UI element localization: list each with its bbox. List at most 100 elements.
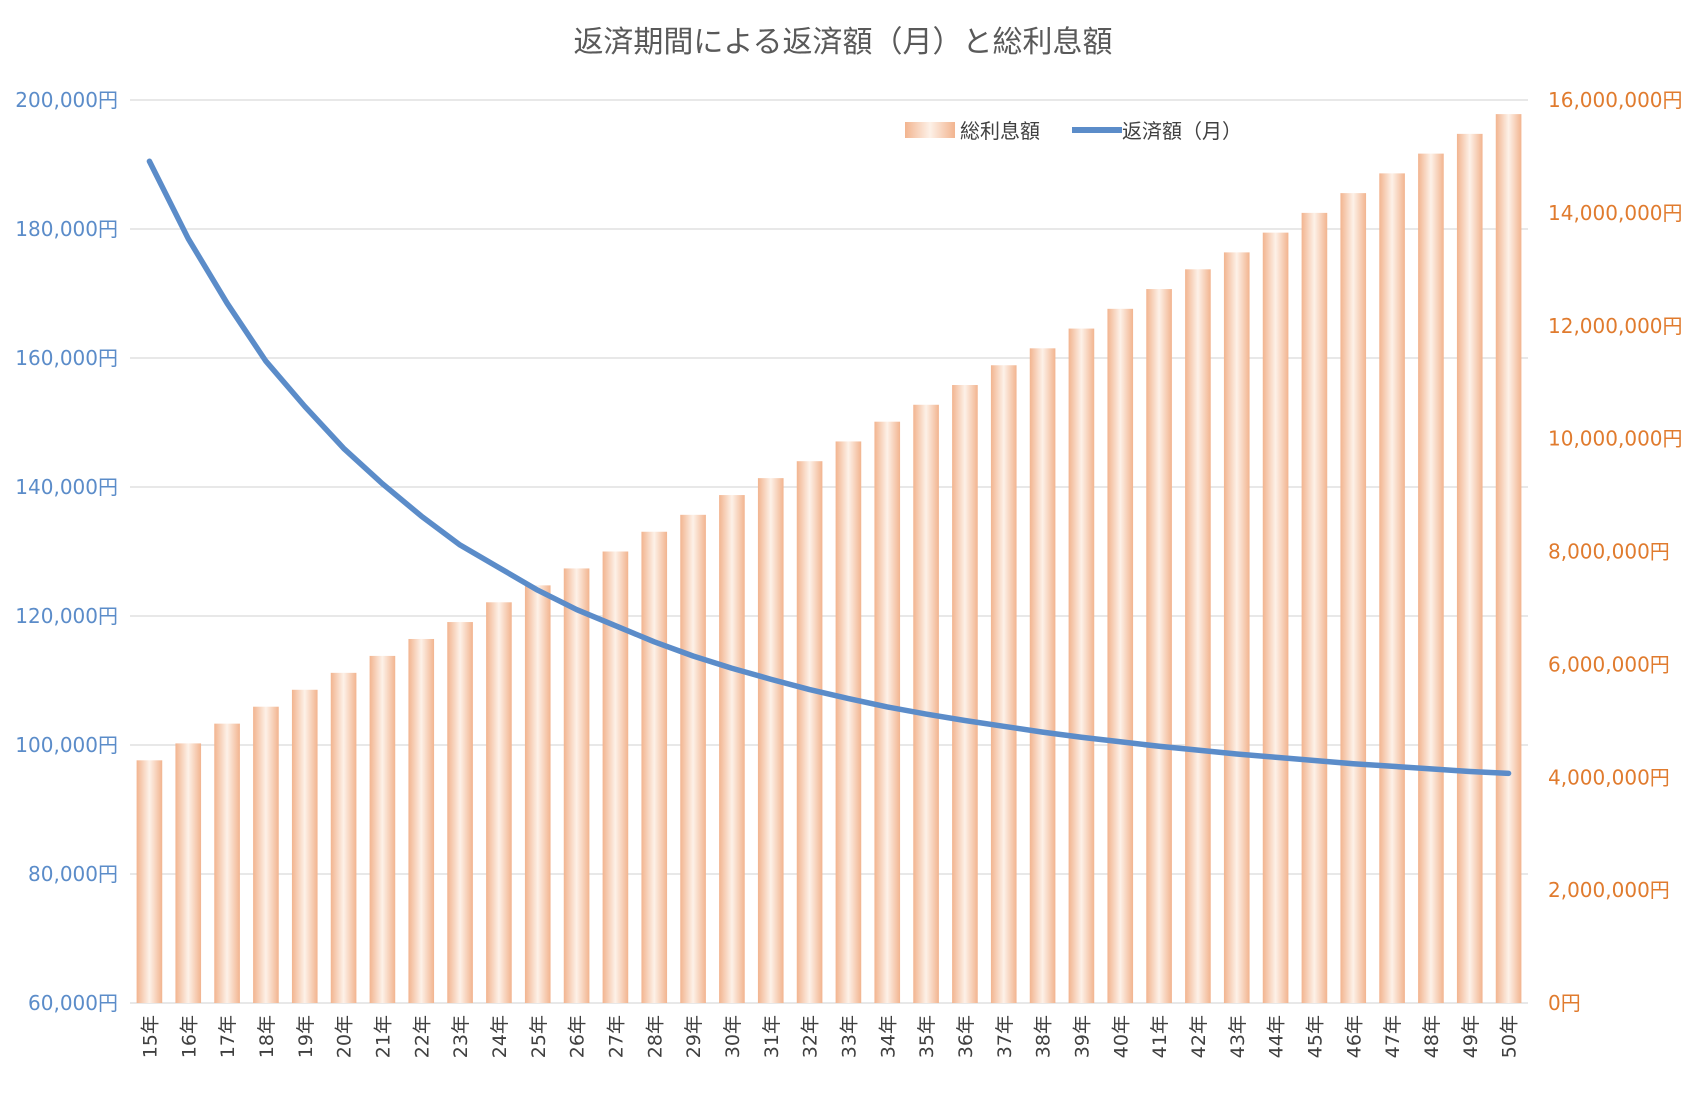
chart-title: 返済期間による返済額（月）と総利息額 [573,25,1112,60]
x-axis-tick-label: 39年 [1071,1015,1093,1058]
bar-total-interest [253,706,279,1003]
bar-total-interest [874,421,901,1004]
x-axis-tick-label: 27年 [605,1015,627,1058]
x-axis-tick-label: 34年 [877,1015,899,1058]
x-axis-tick-label: 25年 [528,1015,550,1058]
left-axis-tick-label: 120,000円 [15,604,118,628]
x-axis-tick-label: 41年 [1149,1015,1171,1058]
bar-total-interest [1223,252,1250,1004]
bar-total-interest [175,743,202,1003]
x-axis-tick-label: 33年 [838,1015,860,1058]
right-axis-tick-label: 4,000,000円 [1548,765,1670,789]
x-axis-tick-label: 21年 [372,1015,394,1058]
bar-total-interest [680,514,706,1003]
bar-total-interest [1495,114,1522,1003]
x-axis-tick-label: 16年 [178,1015,200,1058]
legend-label-monthly-payment: 返済額（月） [1122,119,1242,143]
x-axis-tick-label: 29年 [683,1015,705,1058]
x-axis-tick-label: 48年 [1421,1015,1443,1058]
x-axis-tick-label: 42年 [1188,1015,1210,1058]
line-series-monthly-payment [146,158,1512,777]
bar-total-interest [952,385,978,1003]
x-axis-tick-label: 45年 [1304,1015,1326,1058]
x-axis-tick-label: 15年 [139,1015,161,1058]
right-axis-tick-label: 12,000,000円 [1548,314,1683,338]
bar-total-interest [563,568,590,1003]
left-axis-tick-label: 60,000円 [28,991,118,1015]
bar-total-interest [1185,269,1211,1003]
bar-total-interest [486,602,512,1003]
x-axis-tick-label: 36年 [955,1015,977,1058]
right-axis-tick-label: 2,000,000円 [1548,878,1670,902]
left-axis-tick-label: 80,000円 [28,862,118,886]
bar-total-interest [330,672,357,1003]
x-axis-tick-label: 44年 [1266,1015,1288,1058]
legend-label-total-interest: 総利息額 [960,119,1040,143]
right-y-axis: 0円 2,000,000円 4,000,000円 6,000,000円 8,000,00… [1548,88,1683,1015]
x-axis-tick-label: 31年 [761,1015,783,1058]
x-axis-tick-label: 17年 [217,1015,239,1058]
bar-total-interest [524,585,551,1003]
bar-total-interest [1068,328,1095,1003]
left-axis-tick-label: 160,000円 [15,346,118,370]
bar-total-interest [1146,289,1172,1003]
bar-total-interest [757,478,784,1004]
legend: 総利息額 返済額（月） [905,119,1242,143]
x-axis-tick-label: 20年 [334,1015,356,1058]
x-axis-tick-label: 38年 [1033,1015,1055,1058]
bar-total-interest [1456,133,1483,1004]
x-axis-tick-label: 18年 [256,1015,278,1058]
right-axis-tick-label: 8,000,000円 [1548,540,1670,564]
x-axis-tick-label: 40年 [1110,1015,1132,1058]
x-axis-tick-label: 32年 [800,1015,822,1058]
bar-total-interest [835,441,862,1003]
x-axis-tick-label: 47年 [1382,1015,1404,1058]
x-axis-tick-label: 43年 [1227,1015,1249,1058]
x-axis-tick-label: 46年 [1343,1015,1365,1058]
left-axis-tick-label: 100,000円 [15,733,118,757]
x-axis-tick-label: 30年 [722,1015,744,1058]
bar-total-interest [990,365,1017,1004]
bar-total-interest [214,723,240,1003]
line-monthly-payment [146,158,1512,777]
bar-total-interest [447,622,473,1003]
x-axis-tick-label: 24年 [489,1015,511,1058]
left-axis-tick-label: 140,000円 [15,475,118,499]
bar-total-interest [291,689,318,1003]
x-axis-tick-label: 22年 [411,1015,433,1058]
bar-total-interest [796,461,823,1003]
bar-total-interest [1029,348,1056,1003]
left-axis-tick-label: 180,000円 [15,217,118,241]
x-axis-tick-label: 50年 [1499,1015,1521,1058]
x-axis-tick-label: 19年 [295,1015,317,1058]
bar-total-interest [369,655,396,1003]
x-axis-tick-label: 28年 [644,1015,666,1058]
legend-swatch-bar [905,122,955,138]
bar-total-interest [408,638,435,1003]
right-axis-tick-label: 0円 [1548,991,1581,1015]
x-axis-tick-label: 23年 [450,1015,472,1058]
right-axis-tick-label: 14,000,000円 [1548,201,1683,225]
bar-total-interest [1107,308,1134,1004]
bar-total-interest [719,495,745,1003]
x-axis: 15年 16年 17年 18年 19年 20年 21年 22年 23年 24年 25年 26年 27年 2… [139,1015,1520,1058]
left-y-axis: 60,000円 80,000円 100,000円 120,000円 140,000円 16… [15,88,118,1015]
bar-total-interest [1301,212,1328,1003]
right-axis-tick-label: 6,000,000円 [1548,652,1670,676]
x-axis-tick-label: 49年 [1460,1015,1482,1058]
bar-series-total-interest [136,114,1522,1004]
x-axis-tick-label: 26年 [567,1015,589,1058]
gridlines [130,99,1528,1004]
left-axis-tick-label: 200,000円 [15,88,118,112]
bar-total-interest [1262,232,1289,1004]
bar-total-interest [641,531,668,1003]
right-axis-tick-label: 10,000,000円 [1548,427,1683,451]
x-axis-tick-label: 35年 [916,1015,938,1058]
bar-total-interest [1379,173,1405,1003]
bar-total-interest [1340,193,1367,1003]
x-axis-tick-label: 37年 [994,1015,1016,1058]
bar-total-interest [136,760,163,1003]
bar-total-interest [913,404,939,1003]
